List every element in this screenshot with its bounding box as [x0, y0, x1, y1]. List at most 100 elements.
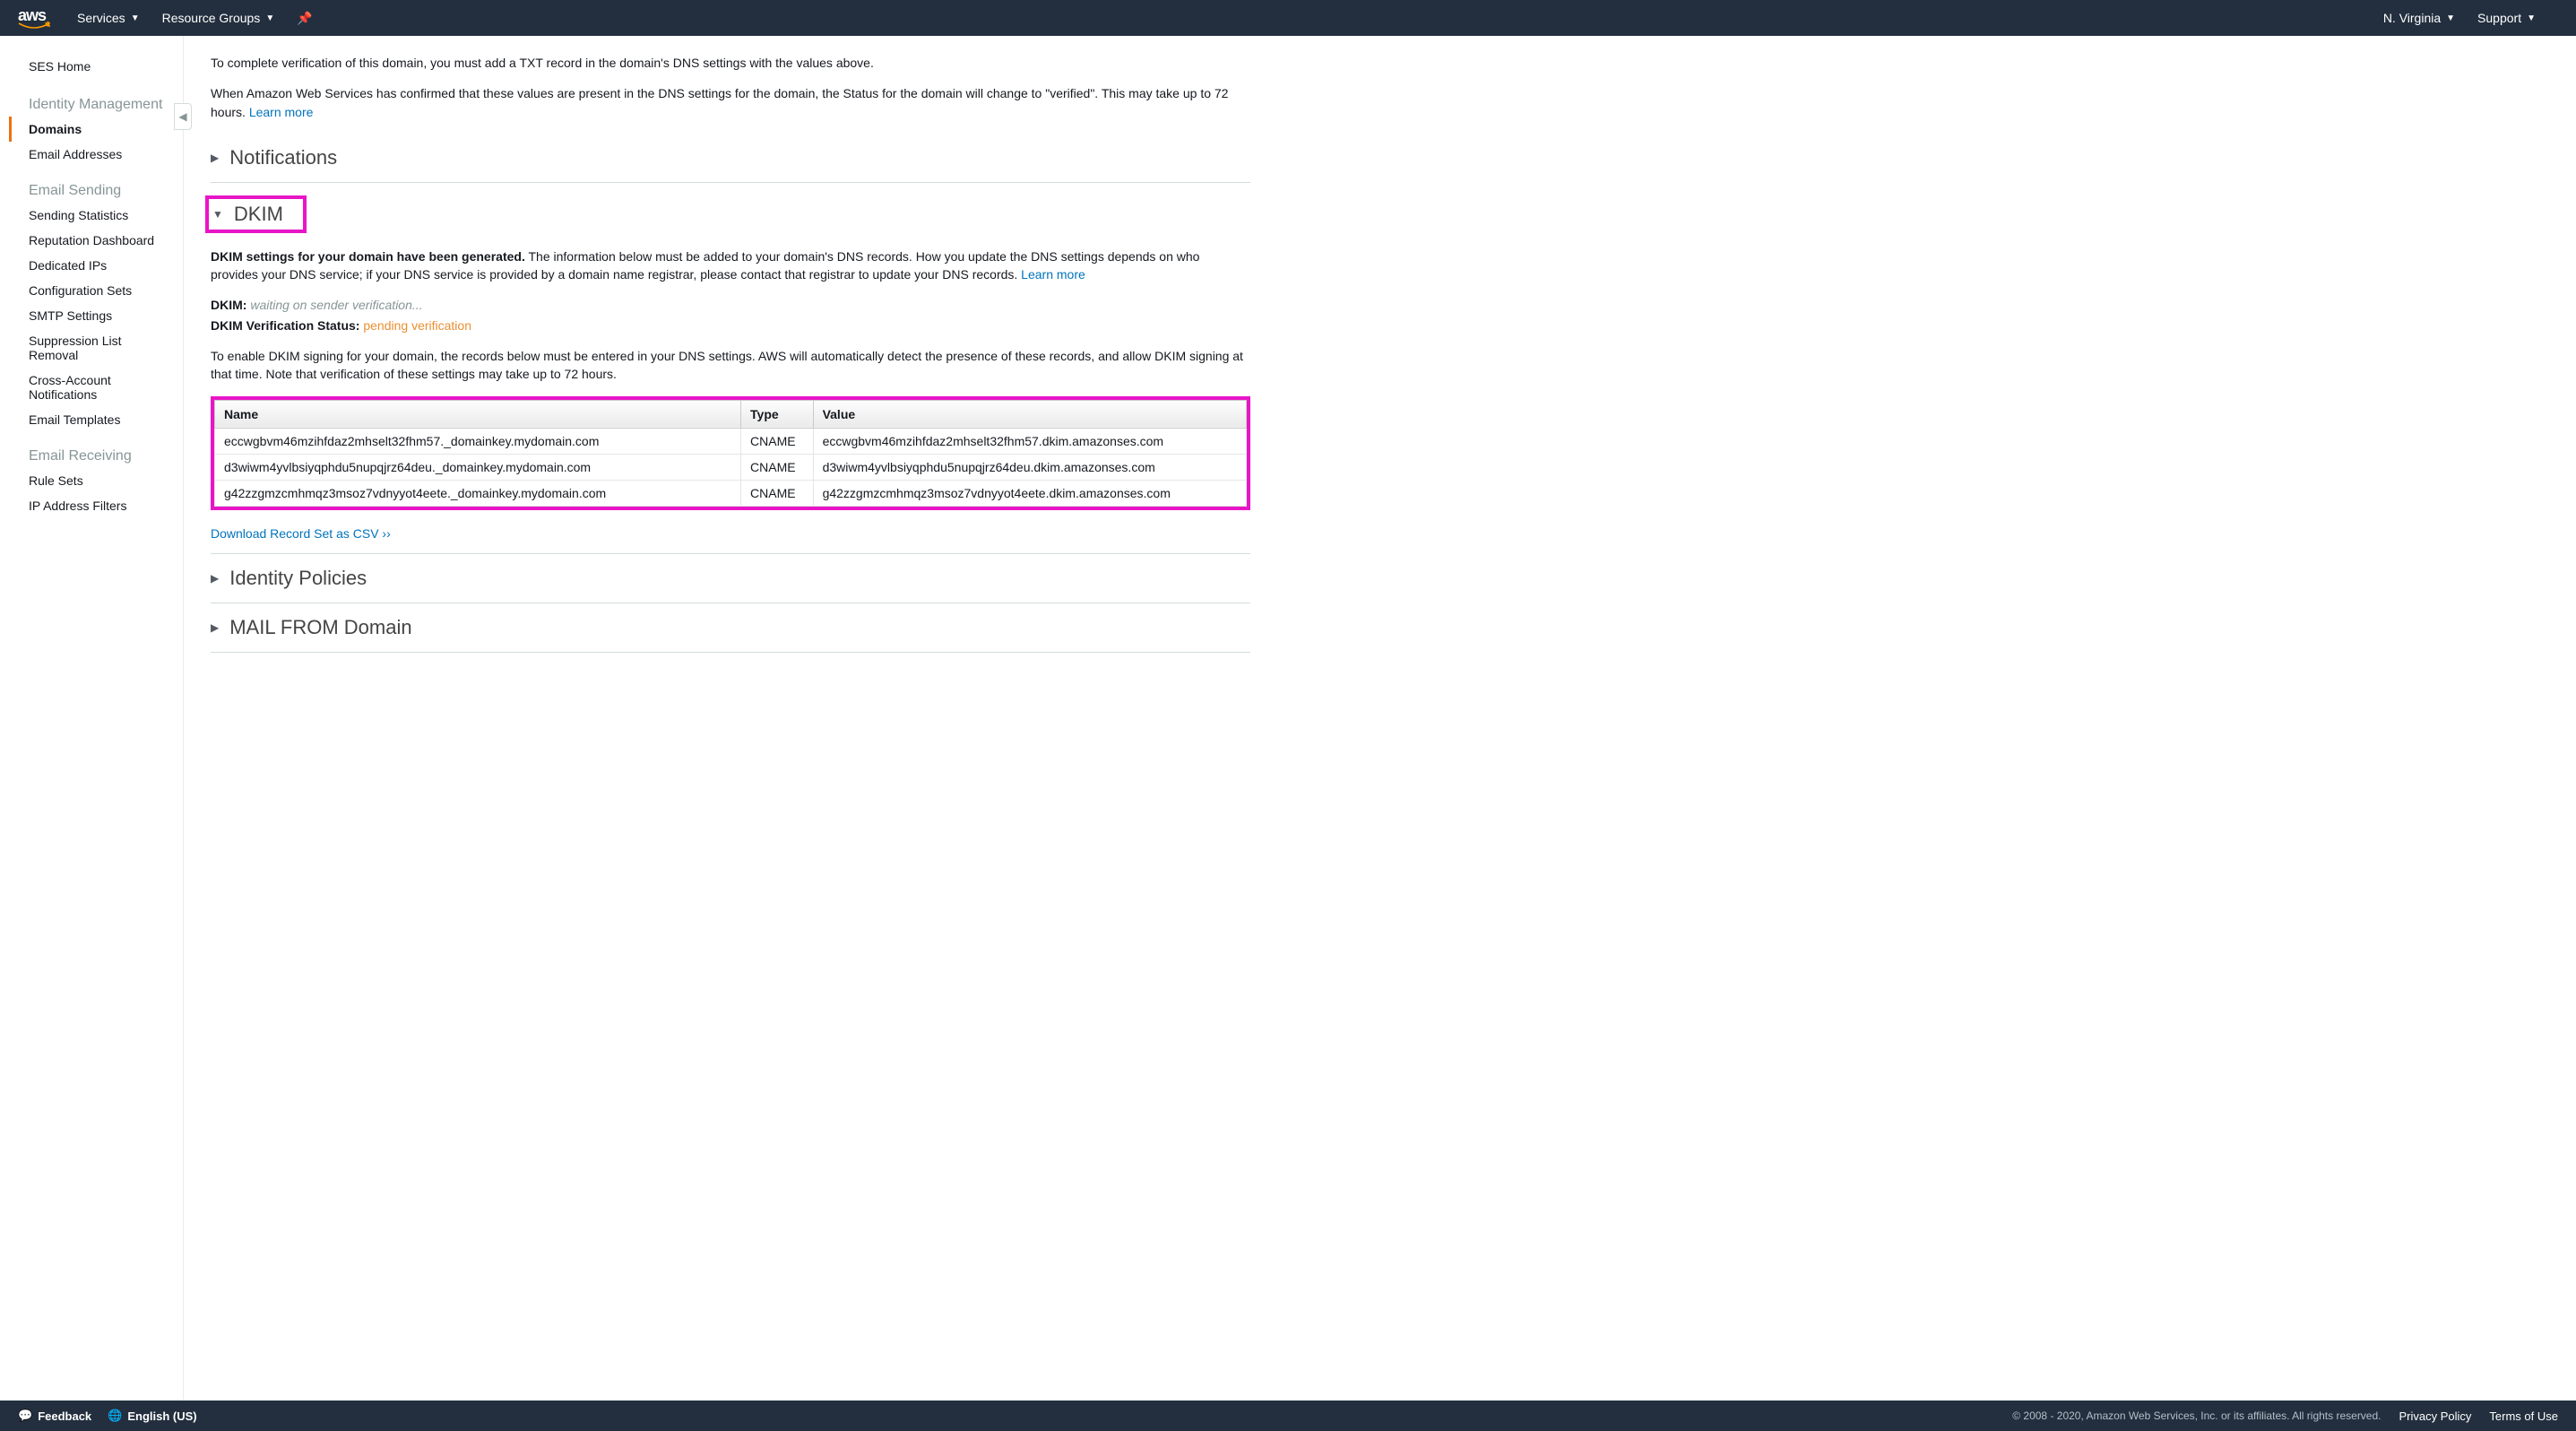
nav-resource-groups[interactable]: Resource Groups ▼ [162, 11, 275, 25]
dkim-p1-bold: DKIM settings for your domain have been … [211, 249, 525, 264]
section-notifications: ▶ Notifications [211, 134, 1250, 183]
cell-value: eccwgbvm46mzihfdaz2mhselt32fhm57.dkim.am… [813, 428, 1246, 454]
section-mail-from-title: MAIL FROM Domain [229, 616, 411, 639]
download-csv-link[interactable]: Download Record Set as CSV ›› [211, 526, 391, 541]
footer-privacy[interactable]: Privacy Policy [2399, 1409, 2472, 1423]
nav-support-label: Support [2477, 11, 2521, 25]
section-identity-policies: ▶ Identity Policies [211, 554, 1250, 603]
nav-region[interactable]: N. Virginia ▼ [2383, 11, 2455, 25]
sidebar-item-configuration-sets[interactable]: Configuration Sets [9, 278, 183, 303]
aws-swoosh-icon [18, 22, 50, 27]
table-row: d3wiwm4yvlbsiyqphdu5nupqjrz64deu._domain… [215, 454, 1247, 480]
sidebar-item-email-addresses[interactable]: Email Addresses [9, 142, 183, 167]
dkim-p2: To enable DKIM signing for your domain, … [211, 347, 1250, 384]
footer-terms[interactable]: Terms of Use [2489, 1409, 2558, 1423]
intro-text-2-body: When Amazon Web Services has confirmed t… [211, 86, 1228, 118]
table-row: g42zzgmzcmhmqz3msoz7vdnyyot4eete._domain… [215, 480, 1247, 506]
nav-pin[interactable]: 📌 [297, 11, 312, 26]
cell-name: eccwgbvm46mzihfdaz2mhselt32fhm57._domain… [215, 428, 741, 454]
sidebar-ses-home[interactable]: SES Home [9, 54, 183, 79]
aws-logo[interactable]: aws [18, 9, 50, 27]
nav-services-label: Services [77, 11, 125, 25]
sidebar-item-email-templates[interactable]: Email Templates [9, 407, 183, 432]
sidebar: ◀ SES Home Identity Management Domains E… [0, 36, 184, 1401]
aws-logo-text: aws [18, 9, 50, 22]
dkim-verif-label: DKIM Verification Status: [211, 318, 359, 333]
section-dkim-body: DKIM settings for your domain have been … [211, 233, 1250, 541]
col-value: Value [813, 400, 1246, 428]
triangle-right-icon: ▶ [211, 572, 219, 585]
cell-name: g42zzgmzcmhmqz3msoz7vdnyyot4eete._domain… [215, 480, 741, 506]
sidebar-heading-receiving: Email Receiving [9, 441, 183, 468]
content-wrap: ◀ SES Home Identity Management Domains E… [0, 36, 2576, 1401]
footer-language-label: English (US) [127, 1409, 196, 1423]
nav-services[interactable]: Services ▼ [77, 11, 140, 25]
main-content: To complete verification of this domain,… [184, 36, 1277, 1401]
table-row: eccwgbvm46mzihfdaz2mhselt32fhm57._domain… [215, 428, 1247, 454]
nav-support[interactable]: Support ▼ [2477, 11, 2536, 25]
sidebar-item-ip-address-filters[interactable]: IP Address Filters [9, 493, 183, 518]
footer-right: © 2008 - 2020, Amazon Web Services, Inc.… [2012, 1409, 2558, 1423]
intro-text-2: When Amazon Web Services has confirmed t… [211, 84, 1250, 121]
section-identity-policies-header[interactable]: ▶ Identity Policies [211, 567, 1250, 590]
dkim-p1: DKIM settings for your domain have been … [211, 247, 1250, 284]
globe-icon: 🌐 [108, 1409, 122, 1423]
col-name: Name [215, 400, 741, 428]
dns-records-table: Name Type Value eccwgbvm46mzihfdaz2mhsel… [214, 400, 1247, 507]
footer: 💬 Feedback 🌐 English (US) © 2008 - 2020,… [0, 1401, 2576, 1431]
sidebar-item-domains[interactable]: Domains [9, 117, 183, 142]
dkim-verif-line: DKIM Verification Status: pending verifi… [211, 317, 1250, 334]
footer-feedback-label: Feedback [38, 1409, 91, 1423]
dkim-learn-more[interactable]: Learn more [1021, 267, 1085, 282]
section-notifications-header[interactable]: ▶ Notifications [211, 146, 1250, 169]
caret-down-icon: ▼ [265, 13, 274, 23]
cell-type: CNAME [741, 428, 814, 454]
section-mail-from-header[interactable]: ▶ MAIL FROM Domain [211, 616, 1250, 639]
triangle-right-icon: ▶ [211, 621, 219, 634]
nav-resource-groups-label: Resource Groups [162, 11, 261, 25]
intro-text-1: To complete verification of this domain,… [211, 54, 1250, 72]
dkim-verif-value: pending verification [363, 318, 471, 333]
sidebar-item-suppression-list[interactable]: Suppression List Removal [9, 328, 183, 368]
caret-down-icon: ▼ [2527, 13, 2536, 23]
cell-type: CNAME [741, 454, 814, 480]
cell-type: CNAME [741, 480, 814, 506]
section-dkim-title: DKIM [234, 203, 283, 226]
footer-feedback[interactable]: 💬 Feedback [18, 1409, 91, 1423]
table-header-row: Name Type Value [215, 400, 1247, 428]
dns-table-highlight: Name Type Value eccwgbvm46mzihfdaz2mhsel… [211, 396, 1250, 510]
caret-down-icon: ▼ [131, 13, 140, 23]
caret-down-icon: ▼ [2446, 13, 2455, 23]
sidebar-item-cross-account[interactable]: Cross-Account Notifications [9, 368, 183, 407]
sidebar-item-reputation-dashboard[interactable]: Reputation Dashboard [9, 228, 183, 253]
sidebar-item-sending-statistics[interactable]: Sending Statistics [9, 203, 183, 228]
cell-value: d3wiwm4yvlbsiyqphdu5nupqjrz64deu.dkim.am… [813, 454, 1246, 480]
sidebar-collapse-toggle[interactable]: ◀ [174, 103, 192, 130]
sidebar-item-smtp-settings[interactable]: SMTP Settings [9, 303, 183, 328]
section-dkim-header[interactable]: ▼ DKIM [212, 203, 283, 226]
sidebar-item-rule-sets[interactable]: Rule Sets [9, 468, 183, 493]
learn-more-link[interactable]: Learn more [249, 105, 314, 119]
sidebar-heading-identity: Identity Management [9, 90, 183, 117]
triangle-down-icon: ▼ [212, 208, 223, 221]
chat-icon: 💬 [18, 1409, 32, 1423]
triangle-right-icon: ▶ [211, 152, 219, 164]
section-notifications-title: Notifications [229, 146, 337, 169]
dkim-highlight-box: ▼ DKIM [205, 195, 307, 233]
nav-region-label: N. Virginia [2383, 11, 2441, 25]
cell-name: d3wiwm4yvlbsiyqphdu5nupqjrz64deu._domain… [215, 454, 741, 480]
section-identity-policies-title: Identity Policies [229, 567, 367, 590]
cell-value: g42zzgmzcmhmqz3msoz7vdnyyot4eete.dkim.am… [813, 480, 1246, 506]
col-type: Type [741, 400, 814, 428]
sidebar-item-dedicated-ips[interactable]: Dedicated IPs [9, 253, 183, 278]
section-dkim: ▼ DKIM DKIM settings for your domain hav… [211, 183, 1250, 554]
footer-copyright: © 2008 - 2020, Amazon Web Services, Inc.… [2012, 1409, 2381, 1422]
footer-left: 💬 Feedback 🌐 English (US) [18, 1409, 197, 1423]
footer-language[interactable]: 🌐 English (US) [108, 1409, 196, 1423]
sidebar-heading-sending: Email Sending [9, 176, 183, 203]
chevron-left-icon: ◀ [178, 110, 186, 123]
dkim-status-line: DKIM: waiting on sender verification... [211, 296, 1250, 314]
pin-icon: 📌 [297, 11, 312, 26]
dkim-value: waiting on sender verification... [250, 298, 422, 312]
section-mail-from: ▶ MAIL FROM Domain [211, 603, 1250, 653]
